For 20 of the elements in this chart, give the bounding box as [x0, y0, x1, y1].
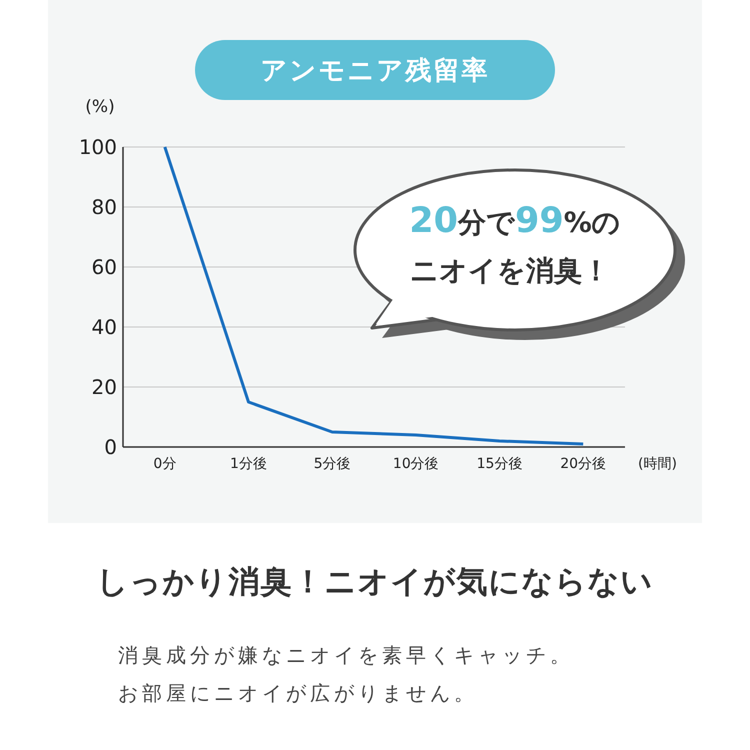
x-tick-label: 1分後 [230, 456, 267, 472]
text: 消臭成分が嫌なニオイを素早くキャッチ。 [118, 643, 574, 667]
annotation: ニオイを消臭！ [410, 254, 610, 287]
x-tick-label: 10分後 [392, 456, 439, 472]
x-tick-label: 20分後 [560, 456, 606, 472]
y-tick-label: 20 [92, 375, 117, 399]
y-tick-label: 100 [78, 135, 117, 159]
y-tick-label: 80 [92, 195, 117, 219]
y-axis-title: (%) [85, 97, 115, 117]
text: お部屋にニオイが広がりません。 [118, 681, 478, 705]
x-tick-label: 0分 [153, 456, 176, 472]
annotation: 20分で99%の [409, 201, 621, 241]
x-tick-label: 5分後 [314, 456, 351, 472]
x-axis-title: (時間) [638, 456, 677, 472]
y-tick-label: 40 [92, 315, 117, 339]
y-tick-label: 0 [104, 435, 117, 459]
y-tick-label: 60 [92, 255, 117, 279]
chart-title: アンモニア残留率 [260, 56, 490, 86]
text: しっかり消臭！ニオイが気にならない [96, 564, 654, 600]
x-tick-label: 15分後 [476, 456, 522, 472]
